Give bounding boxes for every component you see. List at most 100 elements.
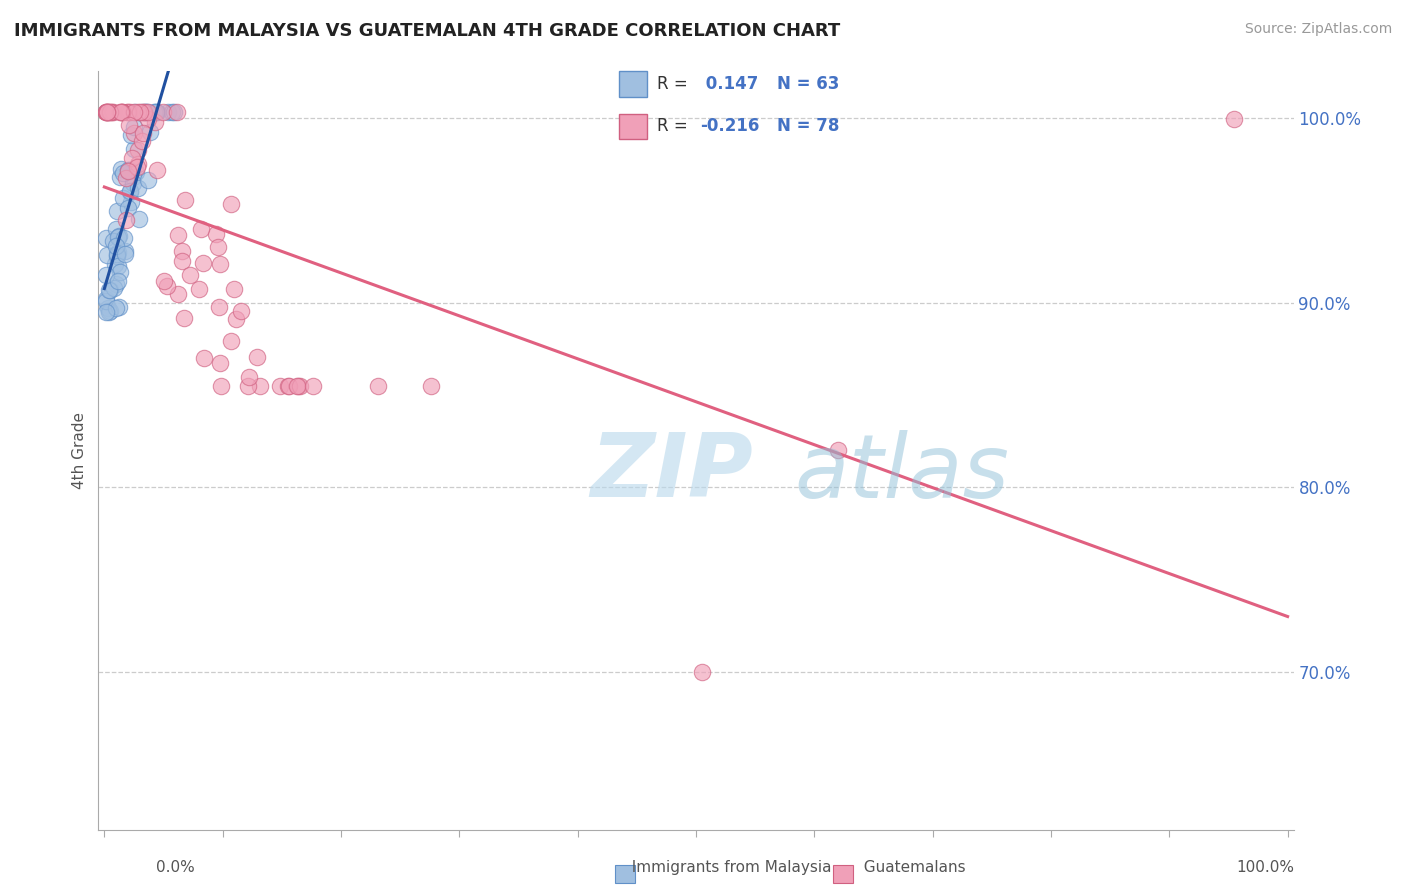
Point	[125, 165, 148, 179]
Point	[207, 240, 229, 254]
Point	[105, 277, 128, 292]
FancyBboxPatch shape	[619, 114, 647, 139]
Point	[108, 170, 131, 185]
Point	[143, 105, 166, 120]
Point	[111, 166, 134, 180]
Point	[122, 120, 145, 135]
Point	[179, 268, 201, 283]
Point	[122, 170, 145, 185]
Point	[162, 105, 184, 120]
Point	[269, 378, 291, 392]
Point	[117, 164, 139, 178]
Point	[117, 105, 139, 120]
Point	[97, 105, 120, 120]
Point	[145, 105, 167, 120]
Point	[136, 105, 159, 120]
Point	[128, 212, 150, 227]
Point	[136, 112, 159, 126]
Point	[120, 105, 142, 120]
Point	[94, 105, 117, 120]
Point	[105, 247, 128, 261]
Point	[205, 227, 228, 242]
Point	[107, 245, 129, 260]
Point	[98, 105, 121, 120]
Point	[152, 105, 174, 120]
Point	[114, 170, 136, 185]
Point	[108, 265, 131, 279]
Point	[127, 105, 149, 120]
Point	[96, 105, 118, 120]
Point	[191, 256, 214, 270]
Point	[105, 222, 128, 236]
Point	[225, 312, 247, 326]
Text: Source: ZipAtlas.com: Source: ZipAtlas.com	[1244, 22, 1392, 37]
Text: IMMIGRANTS FROM MALAYSIA VS GUATEMALAN 4TH GRADE CORRELATION CHART: IMMIGRANTS FROM MALAYSIA VS GUATEMALAN 4…	[14, 22, 841, 40]
Point	[166, 227, 188, 242]
Point	[112, 231, 135, 245]
Point	[107, 259, 129, 273]
Point	[221, 197, 243, 211]
Point	[302, 378, 325, 392]
Point	[105, 203, 128, 218]
Point	[104, 301, 127, 315]
Point	[118, 162, 141, 177]
Point	[138, 172, 160, 186]
Point	[105, 249, 128, 263]
Point	[110, 105, 132, 120]
Point	[209, 378, 232, 392]
Point	[249, 378, 271, 392]
Text: 0.0%: 0.0%	[156, 861, 195, 875]
Point	[101, 234, 124, 248]
Point	[120, 128, 142, 142]
Point	[236, 378, 259, 392]
Point	[132, 105, 155, 120]
Point	[122, 142, 145, 156]
Point	[94, 105, 117, 120]
Point	[145, 105, 167, 120]
Point	[107, 274, 129, 288]
Point	[208, 300, 231, 314]
Point	[96, 248, 118, 262]
Point	[208, 257, 231, 271]
Point	[238, 370, 260, 384]
Point	[115, 105, 138, 120]
Point	[94, 268, 117, 282]
Point	[143, 105, 166, 120]
Point	[110, 105, 132, 120]
Point	[278, 378, 301, 392]
Point	[139, 125, 162, 139]
Point	[290, 378, 312, 392]
Point	[143, 114, 166, 128]
Point	[98, 305, 121, 319]
Point	[110, 105, 132, 120]
Point	[107, 229, 129, 244]
Point	[146, 163, 169, 178]
Point	[120, 185, 142, 199]
Point	[367, 378, 389, 392]
Text: N = 63: N = 63	[778, 75, 839, 93]
Point	[129, 105, 152, 120]
Point	[187, 282, 209, 296]
Point	[118, 118, 141, 132]
Point	[103, 281, 125, 295]
Point	[224, 283, 246, 297]
Point	[163, 105, 186, 120]
Point	[690, 665, 713, 680]
Point	[108, 229, 131, 244]
Point	[96, 105, 118, 120]
Point	[131, 105, 153, 120]
Point	[190, 222, 212, 236]
Point	[125, 160, 148, 174]
Point	[827, 443, 849, 458]
Point	[134, 105, 156, 120]
Point	[94, 105, 117, 120]
Point	[104, 239, 127, 253]
Point	[110, 161, 132, 176]
Point	[98, 283, 121, 297]
Point	[120, 195, 142, 210]
Point	[132, 105, 155, 120]
Point	[156, 279, 179, 293]
Point	[135, 105, 157, 120]
Point	[193, 351, 215, 365]
Point	[94, 231, 117, 245]
